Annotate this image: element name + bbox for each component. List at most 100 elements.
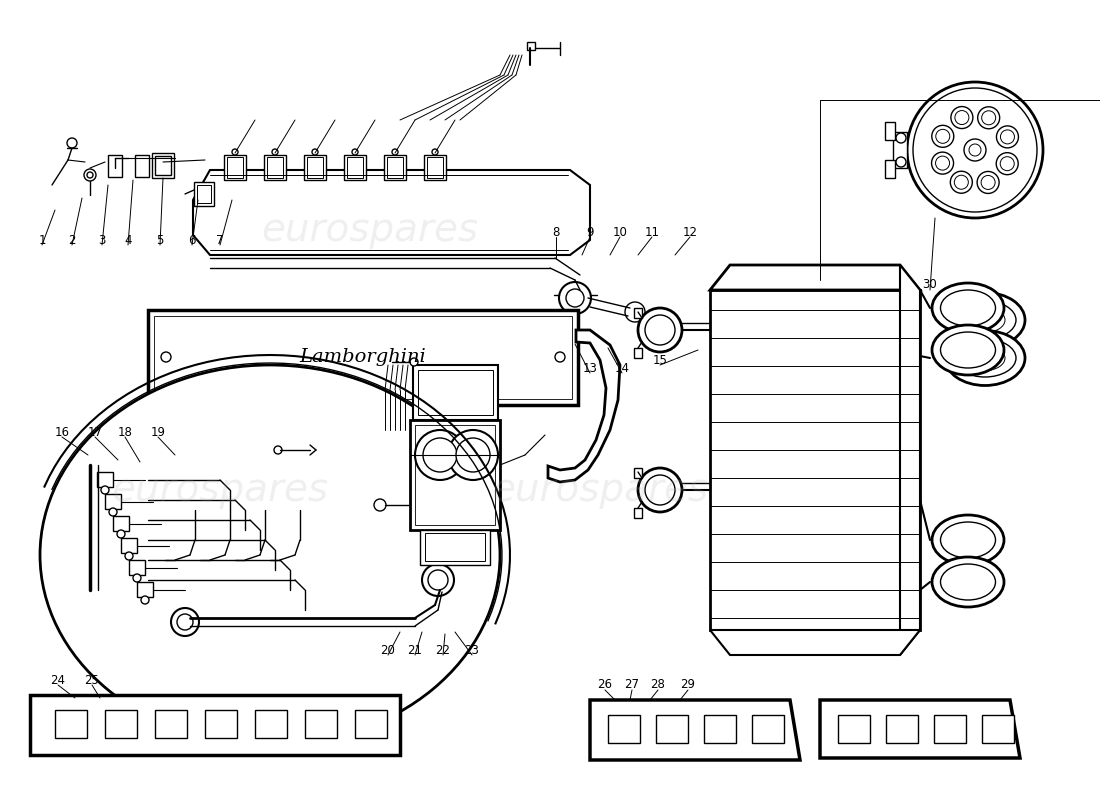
Text: 7: 7 — [217, 234, 223, 246]
Text: 24: 24 — [51, 674, 66, 686]
Ellipse shape — [965, 346, 1005, 370]
Circle shape — [67, 138, 77, 148]
Bar — [415, 425, 495, 525]
Circle shape — [981, 175, 996, 190]
Circle shape — [117, 530, 125, 538]
Bar — [155, 156, 170, 175]
Ellipse shape — [945, 330, 1025, 386]
Bar — [55, 710, 87, 738]
Bar — [634, 308, 642, 318]
Bar — [224, 155, 246, 180]
Bar — [886, 715, 918, 743]
Bar — [97, 472, 113, 487]
Bar — [307, 157, 323, 178]
Text: 29: 29 — [681, 678, 695, 691]
Circle shape — [410, 358, 418, 366]
Bar — [152, 153, 174, 178]
Circle shape — [896, 133, 906, 143]
Text: 3: 3 — [98, 234, 106, 246]
Ellipse shape — [40, 365, 500, 745]
Circle shape — [559, 282, 591, 314]
Circle shape — [133, 574, 141, 582]
Ellipse shape — [940, 332, 996, 368]
Circle shape — [125, 552, 133, 560]
Text: 1: 1 — [39, 234, 46, 246]
Circle shape — [84, 169, 96, 181]
Circle shape — [352, 149, 358, 155]
Circle shape — [456, 438, 490, 472]
Text: 4: 4 — [124, 234, 132, 246]
Text: 10: 10 — [613, 226, 627, 238]
Bar — [121, 538, 138, 553]
Bar — [155, 710, 187, 738]
Bar — [355, 710, 387, 738]
Circle shape — [1000, 157, 1014, 170]
Circle shape — [141, 596, 149, 604]
Bar — [634, 508, 642, 518]
Ellipse shape — [932, 325, 1004, 375]
Circle shape — [932, 126, 954, 147]
Bar — [418, 370, 493, 415]
Circle shape — [101, 486, 109, 494]
Bar — [104, 494, 121, 509]
Circle shape — [997, 153, 1019, 174]
Bar — [104, 710, 138, 738]
Circle shape — [913, 88, 1037, 212]
Bar — [634, 348, 642, 358]
Bar — [427, 157, 443, 178]
Text: 12: 12 — [682, 226, 697, 238]
Bar — [425, 533, 485, 561]
Circle shape — [415, 430, 465, 480]
Circle shape — [1001, 130, 1014, 144]
Bar — [267, 157, 283, 178]
Circle shape — [936, 130, 949, 143]
Bar — [608, 715, 640, 743]
Circle shape — [981, 110, 996, 125]
Circle shape — [932, 152, 954, 174]
Text: 6: 6 — [188, 234, 196, 246]
Polygon shape — [192, 170, 590, 255]
Text: 8: 8 — [552, 226, 560, 238]
Circle shape — [312, 149, 318, 155]
Bar — [982, 715, 1014, 743]
Bar — [634, 468, 642, 478]
Bar — [129, 560, 145, 575]
Bar — [255, 710, 287, 738]
Bar — [154, 316, 572, 399]
Circle shape — [645, 475, 675, 505]
Text: 18: 18 — [118, 426, 132, 438]
Bar — [344, 155, 366, 180]
Text: 21: 21 — [407, 643, 422, 657]
Circle shape — [964, 139, 986, 161]
Circle shape — [955, 110, 969, 125]
Bar — [387, 157, 403, 178]
Bar — [656, 715, 688, 743]
Circle shape — [997, 126, 1019, 148]
Bar — [205, 710, 236, 738]
Bar — [886, 122, 895, 140]
Text: 25: 25 — [85, 674, 99, 686]
Circle shape — [428, 570, 448, 590]
Bar — [893, 132, 907, 168]
Circle shape — [448, 430, 498, 480]
Circle shape — [566, 289, 584, 307]
Bar — [420, 530, 490, 565]
Circle shape — [232, 149, 238, 155]
Circle shape — [177, 614, 192, 630]
Bar — [197, 185, 211, 203]
Ellipse shape — [954, 301, 1016, 339]
Circle shape — [638, 468, 682, 512]
Polygon shape — [710, 630, 920, 655]
Circle shape — [87, 172, 94, 178]
Circle shape — [955, 175, 968, 190]
Ellipse shape — [932, 283, 1004, 333]
Text: Lamborghini: Lamborghini — [299, 348, 427, 366]
Circle shape — [978, 106, 1000, 129]
Ellipse shape — [940, 290, 996, 326]
Text: 14: 14 — [615, 362, 629, 374]
Circle shape — [935, 156, 949, 170]
Text: 5: 5 — [156, 234, 164, 246]
Circle shape — [272, 149, 278, 155]
Circle shape — [392, 149, 398, 155]
Text: 30: 30 — [923, 278, 937, 291]
